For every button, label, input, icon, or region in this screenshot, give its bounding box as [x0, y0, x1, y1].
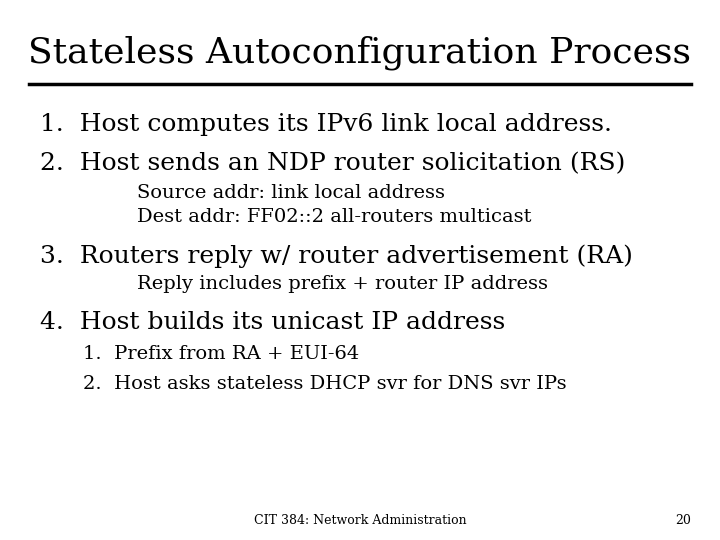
Text: CIT 384: Network Administration: CIT 384: Network Administration [253, 514, 467, 526]
Text: Source addr: link local address: Source addr: link local address [137, 184, 445, 201]
Text: 1.  Prefix from RA + EUI-64: 1. Prefix from RA + EUI-64 [83, 345, 359, 362]
Text: 2.  Host asks stateless DHCP svr for DNS svr IPs: 2. Host asks stateless DHCP svr for DNS … [83, 375, 567, 393]
Text: 3.  Routers reply w/ router advertisement (RA): 3. Routers reply w/ router advertisement… [40, 244, 632, 268]
Text: 20: 20 [675, 514, 691, 526]
Text: 2.  Host sends an NDP router solicitation (RS): 2. Host sends an NDP router solicitation… [40, 152, 625, 176]
Text: 1.  Host computes its IPv6 link local address.: 1. Host computes its IPv6 link local add… [40, 113, 611, 137]
Text: Stateless Autoconfiguration Process: Stateless Autoconfiguration Process [29, 35, 691, 70]
Text: 4.  Host builds its unicast IP address: 4. Host builds its unicast IP address [40, 311, 505, 334]
Text: Reply includes prefix + router IP address: Reply includes prefix + router IP addres… [137, 275, 548, 293]
Text: Dest addr: FF02::2 all-routers multicast: Dest addr: FF02::2 all-routers multicast [137, 208, 531, 226]
